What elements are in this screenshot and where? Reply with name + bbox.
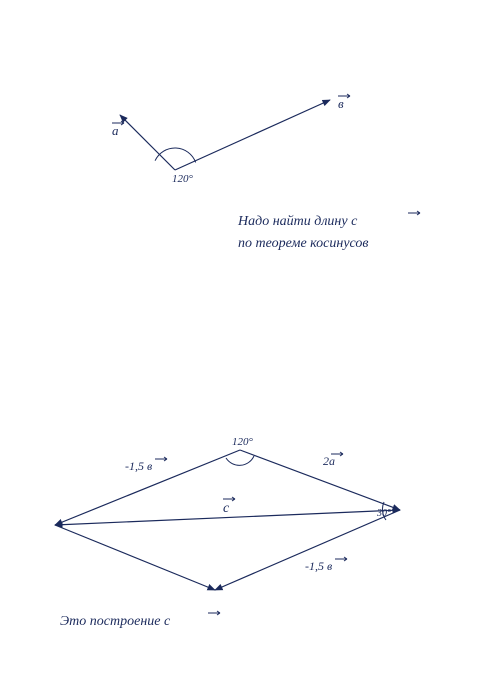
vector-b	[175, 100, 330, 170]
angle-arc	[155, 148, 196, 162]
label-b: в	[338, 96, 344, 111]
over-b-br	[335, 557, 347, 561]
label-top-left: -1,5 в	[125, 459, 152, 473]
label-top-right: 2a	[323, 454, 335, 468]
note1-line2: по теореме косинусов	[238, 236, 368, 251]
edge-bottom-left	[55, 525, 215, 590]
note2-over-c	[208, 611, 220, 615]
note1-over-c	[408, 211, 420, 215]
angle-120-top: 120°	[172, 173, 194, 185]
note2: Это построение c	[60, 614, 171, 629]
label-a: a	[112, 123, 119, 138]
edge-top-right	[240, 450, 400, 510]
edge-bottom-right	[215, 510, 400, 590]
angle-arc-top	[226, 456, 254, 465]
vector-a	[120, 115, 175, 170]
label-c: c	[223, 501, 230, 516]
note1-line1: Надо найти длину c	[237, 214, 358, 229]
angle-120-bottom: 120°	[232, 436, 254, 448]
over-b-tl	[155, 457, 167, 461]
angle-30: 30°	[376, 508, 391, 519]
label-bot-right: -1,5 в	[305, 559, 332, 573]
